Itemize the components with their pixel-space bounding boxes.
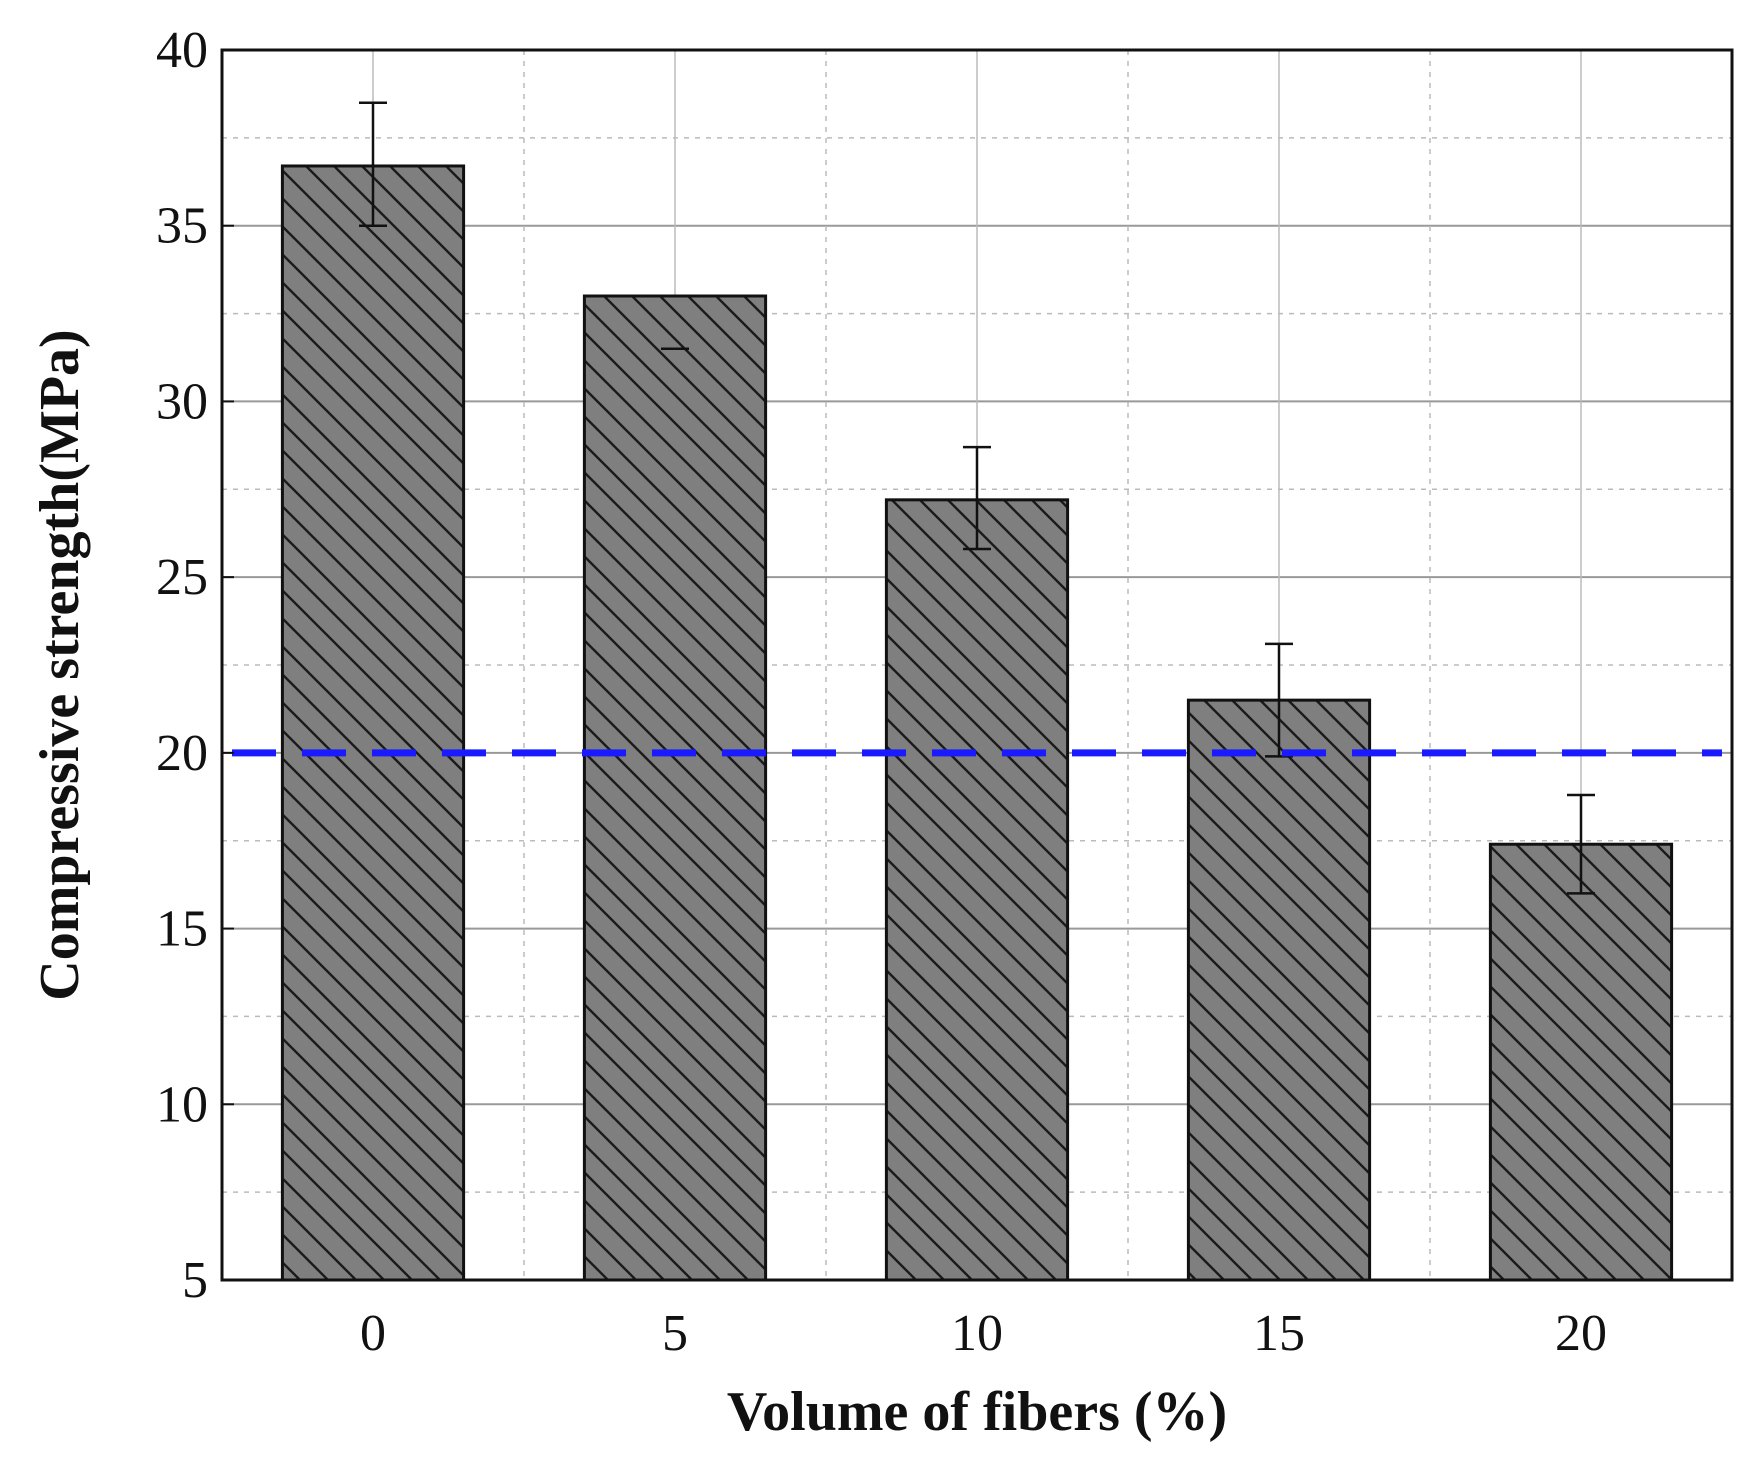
bar	[1488, 842, 1674, 1282]
plot-frame	[220, 48, 1734, 1282]
x-axis-title: Volume of fibers (%)	[727, 1381, 1227, 1443]
bar	[280, 164, 466, 1282]
error-bars	[359, 101, 1595, 895]
y-tick-label: 35	[156, 198, 208, 255]
bar	[1186, 698, 1372, 1282]
x-axis-ticks: 0 5 10 15 20	[360, 1305, 1607, 1362]
y-axis-ticks: 5 10 15 20 25 30 35 40	[156, 22, 234, 1309]
y-tick-label: 10	[156, 1076, 208, 1133]
y-tick-label: 25	[156, 549, 208, 606]
y-tick-label: 20	[156, 725, 208, 782]
y-tick-label: 15	[156, 901, 208, 958]
x-tick-label: 10	[951, 1305, 1003, 1362]
y-tick-label: 40	[156, 22, 208, 79]
y-tick-label: 5	[182, 1252, 208, 1309]
bar-series	[280, 164, 1674, 1282]
x-tick-label: 15	[1253, 1305, 1305, 1362]
x-tick-label: 20	[1555, 1305, 1607, 1362]
y-axis-title: Compressive strength(MPa)	[29, 329, 91, 1000]
y-tick-label: 30	[156, 373, 208, 430]
bar	[582, 294, 768, 1282]
x-tick-label: 0	[360, 1305, 386, 1362]
bar	[884, 498, 1070, 1282]
x-tick-label: 5	[662, 1305, 688, 1362]
